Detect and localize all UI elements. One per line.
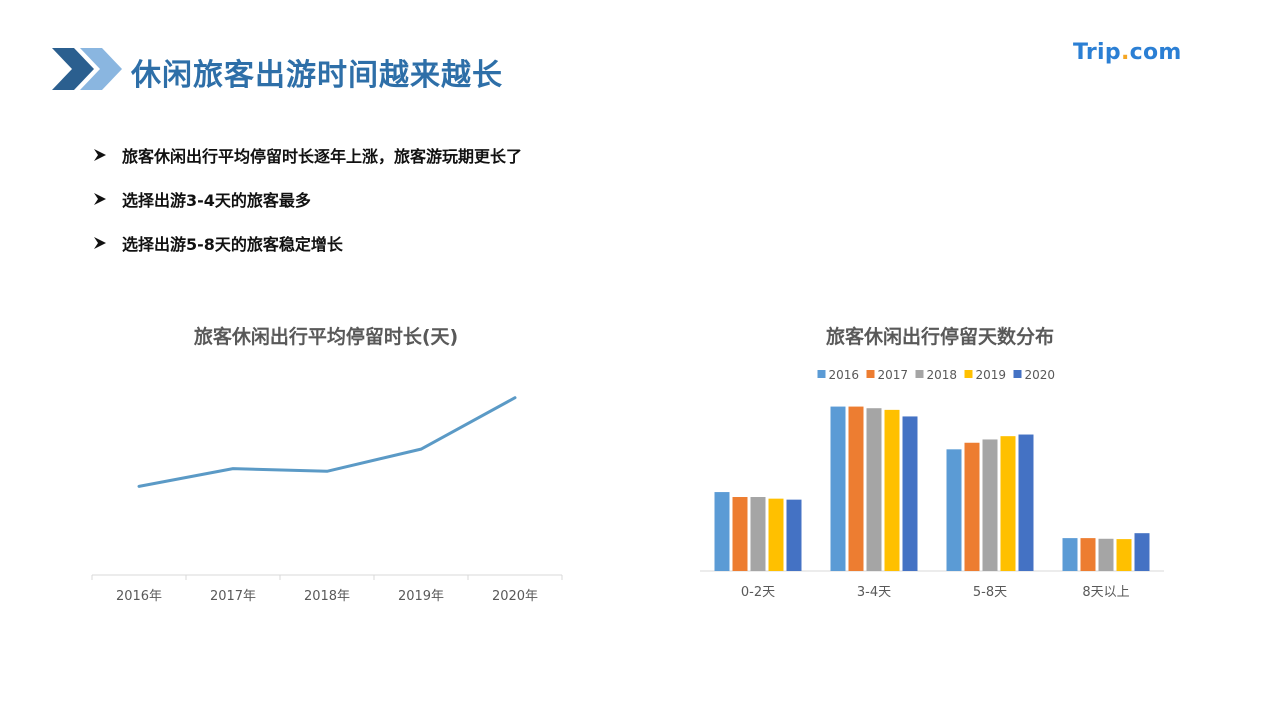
bar <box>786 499 802 571</box>
bar <box>750 497 766 571</box>
legend-swatch <box>915 370 924 378</box>
brand-logo: Trip.com <box>1073 40 1182 65</box>
page-title: 休闲旅客出游时间越来越长 <box>131 58 503 93</box>
bar <box>884 409 900 571</box>
bullet-list: 旅客休闲出行平均停留时长逐年上涨，旅客游玩期更长了 选择出游3-4天的旅客最多 … <box>92 143 522 275</box>
bar <box>1080 538 1096 571</box>
legend-label: 2019 <box>976 368 1007 382</box>
bullet-item: 选择出游3-4天的旅客最多 <box>92 187 522 211</box>
x-tick-label: 3-4天 <box>857 585 891 600</box>
arrow-bullet-icon <box>94 237 106 249</box>
bar <box>946 449 962 571</box>
bar <box>1062 538 1078 571</box>
bar <box>732 497 748 571</box>
bullet-item: 选择出游5-8天的旅客稳定增长 <box>92 231 522 255</box>
legend-label: 2018 <box>927 368 958 382</box>
bar <box>866 408 882 571</box>
line-chart-title: 旅客休闲出行平均停留时长(天) <box>193 326 459 348</box>
legend-swatch <box>1013 370 1022 378</box>
bullet-text: 旅客休闲出行平均停留时长逐年上涨，旅客游玩期更长了 <box>122 147 523 166</box>
legend-swatch <box>866 370 875 378</box>
x-tick-label: 2020年 <box>492 589 538 604</box>
bar <box>1000 436 1016 571</box>
bar <box>964 442 980 571</box>
bar <box>982 439 998 571</box>
bar <box>848 406 864 571</box>
x-tick-label: 8天以上 <box>1082 585 1129 600</box>
bar <box>1116 539 1132 571</box>
bullet-text: 选择出游5-8天的旅客稳定增长 <box>122 235 343 254</box>
x-tick-label: 2016年 <box>116 589 162 604</box>
bar <box>714 492 730 571</box>
arrow-bullet-icon <box>94 193 106 205</box>
bar-chart-title: 旅客休闲出行停留天数分布 <box>825 326 1054 348</box>
legend-label: 2016 <box>829 368 860 382</box>
x-tick-label: 0-2天 <box>741 585 775 600</box>
x-tick-label: 2017年 <box>210 589 256 604</box>
x-tick-label: 2019年 <box>398 589 444 604</box>
x-tick-label: 2018年 <box>304 589 350 604</box>
legend-swatch <box>817 370 826 378</box>
bar <box>830 406 846 571</box>
bar <box>1018 434 1034 571</box>
bar <box>1134 533 1150 571</box>
bullet-text: 选择出游3-4天的旅客最多 <box>122 191 311 210</box>
bar <box>1098 538 1114 571</box>
bar <box>768 498 784 571</box>
legend-label: 2017 <box>878 368 909 382</box>
x-tick-label: 5-8天 <box>973 585 1007 600</box>
bar <box>902 416 918 571</box>
legend-swatch <box>964 370 973 378</box>
arrow-bullet-icon <box>94 149 106 161</box>
header-chevron-icon <box>52 48 122 90</box>
bullet-item: 旅客休闲出行平均停留时长逐年上涨，旅客游玩期更长了 <box>92 143 522 167</box>
legend-label: 2020 <box>1025 368 1056 382</box>
